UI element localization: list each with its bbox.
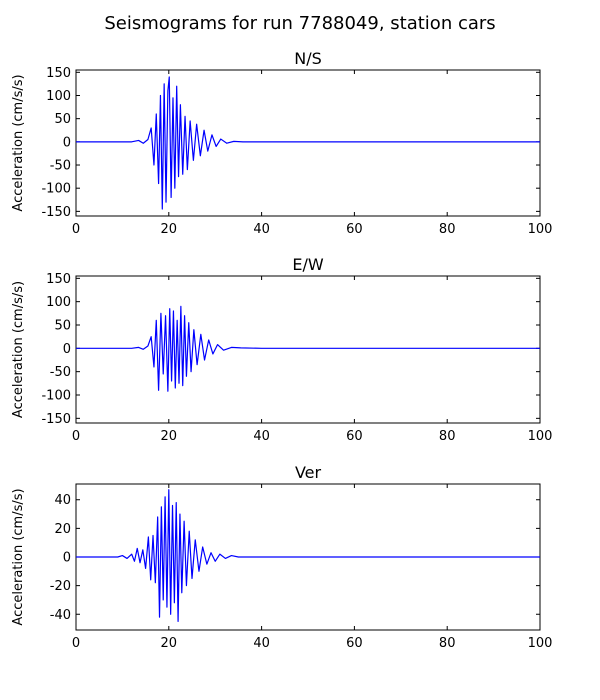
seismogram-trace [76, 76, 540, 210]
seismogram-trace [76, 489, 540, 623]
x-tick-label: 40 [253, 636, 270, 651]
y-tick-label: 0 [63, 342, 71, 357]
x-tick-label: 40 [253, 429, 270, 444]
y-tick-label: 20 [54, 522, 71, 537]
axes-frame [75, 275, 541, 424]
x-tick-label: 60 [346, 429, 363, 444]
y-tick-label: -40 [50, 608, 71, 623]
seismogram-trace [76, 305, 540, 392]
x-tick-label: 60 [346, 222, 363, 237]
y-tick-label: 0 [63, 551, 71, 566]
subplot-1: N/S Acceleration (cm/s/s) 0 20 40 60 80 100 150 1… [11, 49, 552, 237]
y-tick-label: 50 [54, 112, 71, 127]
subplot-title: N/S [294, 49, 322, 68]
y-axis-label: Acceleration (cm/s/s) [11, 281, 26, 418]
x-tick-label: 60 [346, 636, 363, 651]
x-tick-label: 0 [72, 222, 80, 237]
x-tick-label: 100 [528, 222, 553, 237]
subplot-2: E/W Acceleration (cm/s/s) 0 20 40 60 80 100 150 1… [11, 255, 552, 444]
subplot-3: Ver Acceleration (cm/s/s) 0 20 40 60 80 100 40 20… [11, 463, 552, 651]
x-tick-label: 20 [161, 636, 178, 651]
y-tick-label: 50 [54, 319, 71, 334]
y-tick-label: -100 [41, 182, 71, 197]
x-tick-label: 20 [161, 222, 178, 237]
x-tick-label: 0 [72, 429, 80, 444]
y-tick-label: 150 [46, 66, 71, 81]
x-tick-label: 0 [72, 636, 80, 651]
y-tick-label: -50 [50, 365, 71, 380]
y-axis-label: Acceleration (cm/s/s) [11, 74, 26, 211]
axes-frame [75, 69, 541, 217]
y-tick-label: 40 [54, 493, 71, 508]
subplot-title: Ver [295, 463, 322, 482]
x-tick-label: 100 [528, 636, 553, 651]
x-tick-label: 80 [439, 222, 456, 237]
y-tick-label: -100 [41, 389, 71, 404]
y-tick-label: 150 [46, 272, 71, 287]
x-tick-label: 80 [439, 429, 456, 444]
x-tick-label: 40 [253, 222, 270, 237]
y-tick-label: -150 [41, 412, 71, 427]
x-tick-label: 80 [439, 636, 456, 651]
y-tick-label: -50 [50, 159, 71, 174]
y-tick-label: -150 [41, 205, 71, 220]
subplots: N/S Acceleration (cm/s/s) 0 20 40 60 80 100 150 1… [11, 49, 552, 651]
figure-title: Seismograms for run 7788049, station car… [104, 13, 495, 34]
y-tick-label: 100 [46, 89, 71, 104]
y-tick-label: -20 [50, 579, 71, 594]
subplot-title: E/W [292, 255, 324, 274]
x-tick-label: 20 [161, 429, 178, 444]
x-tick-label: 100 [528, 429, 553, 444]
y-axis-label: Acceleration (cm/s/s) [11, 488, 26, 625]
y-tick-label: 100 [46, 295, 71, 310]
y-tick-label: 0 [63, 135, 71, 150]
